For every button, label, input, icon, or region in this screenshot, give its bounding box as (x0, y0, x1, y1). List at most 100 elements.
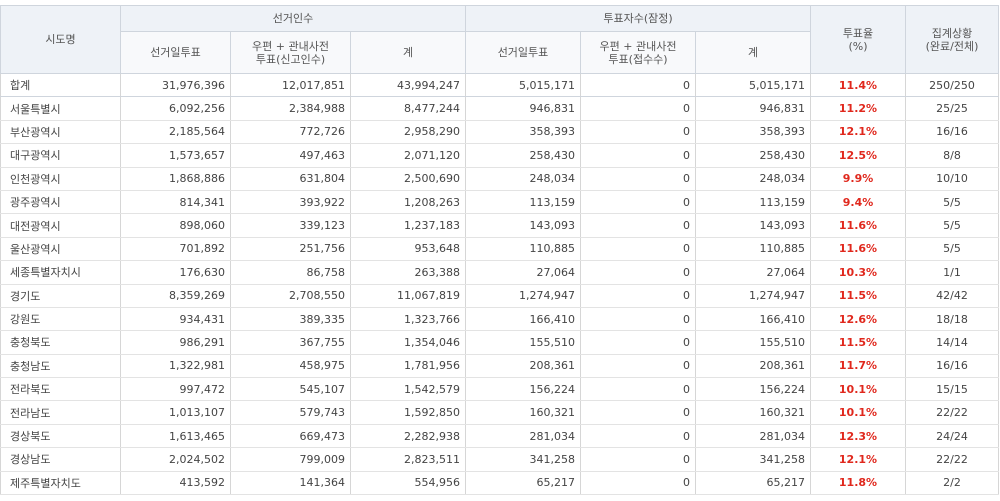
electors-day-cell: 413,592 (120, 471, 231, 496)
voters-day-cell: 208,361 (465, 354, 581, 379)
region-cell: 대구광역시 (0, 143, 121, 168)
electors-total-cell: 263,388 (350, 260, 466, 285)
voters-mail-cell: 0 (580, 284, 696, 308)
voters-mail-cell: 0 (580, 424, 696, 449)
electors-total-cell: 1,354,046 (350, 330, 466, 355)
electors-day-cell: 701,892 (120, 237, 231, 262)
electors-total-cell: 953,648 (350, 237, 466, 262)
table-row: 경기도 8,359,269 2,708,550 11,067,819 1,274,947… (0, 284, 999, 308)
header-row-sub: 선거일투표 우편 + 관내사전 투표(신고인수) 계 선거일투표 우편 + 관내사… (1, 31, 999, 74)
electors-day-cell: 2,185,564 (120, 120, 231, 145)
table-row: 세종특별자치시 176,630 86,758 263,388 27,064 0 27,064… (0, 260, 999, 285)
electors-day-cell: 2,024,502 (120, 447, 231, 472)
electors-day-cell: 898,060 (120, 213, 231, 238)
electors-total-cell: 1,208,263 (350, 190, 466, 215)
voters-day-cell: 358,393 (465, 120, 581, 145)
electors-total-cell: 1,592,850 (350, 400, 466, 425)
turnout-rate-cell: 11.5% (810, 330, 906, 355)
electors-mail-cell: 141,364 (230, 471, 351, 496)
voters-day-cell: 248,034 (465, 167, 581, 191)
table-row: 전라남도 1,013,107 579,743 1,592,850 160,321 0 160… (0, 400, 999, 425)
voters-mail-cell: 0 (580, 307, 696, 332)
voters-mail-cell: 0 (580, 96, 696, 121)
region-cell: 부산광역시 (0, 120, 121, 145)
voters-mail-cell: 0 (580, 354, 696, 379)
voters-mail-cell: 0 (580, 120, 696, 145)
voters-mail-cell: 0 (580, 143, 696, 168)
voters-total-cell: 110,885 (695, 237, 811, 262)
voters-total-cell: 27,064 (695, 260, 811, 285)
region-cell: 제주특별자치도 (0, 471, 121, 496)
electors-total-cell: 2,071,120 (350, 143, 466, 168)
electors-total-cell: 1,237,183 (350, 213, 466, 238)
table-row: 인천광역시 1,868,886 631,804 2,500,690 248,034 0 24… (0, 167, 999, 191)
electors-mail-cell: 579,743 (230, 400, 351, 425)
voters-mail-cell: 0 (580, 330, 696, 355)
voters-total-cell: 143,093 (695, 213, 811, 238)
turnout-rate-cell: 10.1% (810, 377, 906, 402)
voters-mail-cell: 0 (580, 400, 696, 425)
electors-mail-cell: 799,009 (230, 447, 351, 472)
electors-day-cell: 1,013,107 (120, 400, 231, 425)
header-voters-mail: 우편 + 관내사전 투표(접수수) (580, 31, 696, 74)
voters-day-cell: 946,831 (465, 96, 581, 121)
electors-mail-cell: 458,975 (230, 354, 351, 379)
turnout-rate-cell: 10.3% (810, 260, 906, 285)
electors-mail-cell: 631,804 (230, 167, 351, 191)
turnout-rate-cell: 12.5% (810, 143, 906, 168)
turnout-table: 시도명 선거인수 투표자수(잠정) 투표율 (%) 집계상황 (완료/전체) 선거일… (0, 5, 999, 496)
voters-day-cell: 65,217 (465, 471, 581, 496)
turnout-rate-cell: 11.7% (810, 354, 906, 379)
voters-total-cell: 65,217 (695, 471, 811, 496)
electors-mail-cell: 339,123 (230, 213, 351, 238)
table-row: 대전광역시 898,060 339,123 1,237,183 143,093 0 143,… (0, 213, 999, 238)
turnout-rate-cell: 11.6% (810, 213, 906, 238)
table-row-total: 합계 31,976,396 12,017,851 43,994,247 5,015,17… (0, 73, 999, 98)
count-status-cell: 2/2 (905, 471, 999, 496)
count-status-cell: 18/18 (905, 307, 999, 332)
electors-mail-cell: 772,726 (230, 120, 351, 145)
count-status-cell: 8/8 (905, 143, 999, 168)
count-status-cell: 16/16 (905, 354, 999, 379)
electors-mail-cell: 2,384,988 (230, 96, 351, 121)
count-status-cell: 250/250 (905, 73, 999, 98)
header-electors-mail: 우편 + 관내사전 투표(신고인수) (230, 31, 351, 74)
header-voters-total: 계 (695, 31, 811, 74)
header-electors-total: 계 (350, 31, 466, 74)
region-cell: 전라북도 (0, 377, 121, 402)
voters-day-cell: 1,274,947 (465, 284, 581, 308)
electors-day-cell: 814,341 (120, 190, 231, 215)
count-status-cell: 42/42 (905, 284, 999, 308)
table-body: 합계 31,976,396 12,017,851 43,994,247 5,015,17… (0, 73, 999, 496)
count-status-cell: 1/1 (905, 260, 999, 285)
electors-mail-cell: 393,922 (230, 190, 351, 215)
voters-total-cell: 281,034 (695, 424, 811, 449)
electors-total-cell: 8,477,244 (350, 96, 466, 121)
electors-total-cell: 2,500,690 (350, 167, 466, 191)
voters-mail-cell: 0 (580, 260, 696, 285)
table-row: 경상북도 1,613,465 669,473 2,282,938 281,034 0 281… (0, 424, 999, 449)
turnout-rate-cell: 11.2% (810, 96, 906, 121)
region-cell: 울산광역시 (0, 237, 121, 262)
voters-total-cell: 1,274,947 (695, 284, 811, 308)
voters-day-cell: 110,885 (465, 237, 581, 262)
electors-total-cell: 1,323,766 (350, 307, 466, 332)
voters-total-cell: 113,159 (695, 190, 811, 215)
header-electors-day: 선거일투표 (120, 31, 231, 74)
count-status-cell: 10/10 (905, 167, 999, 191)
table-row: 전라북도 997,472 545,107 1,542,579 156,224 0 156,2… (0, 377, 999, 402)
voters-total-cell: 946,831 (695, 96, 811, 121)
count-status-cell: 15/15 (905, 377, 999, 402)
electors-total-cell: 11,067,819 (350, 284, 466, 308)
electors-day-cell: 986,291 (120, 330, 231, 355)
header-electors-group: 선거인수 (120, 5, 466, 32)
electors-mail-cell: 86,758 (230, 260, 351, 285)
voters-mail-cell: 0 (580, 447, 696, 472)
voters-total-cell: 341,258 (695, 447, 811, 472)
region-cell: 광주광역시 (0, 190, 121, 215)
electors-mail-cell: 2,708,550 (230, 284, 351, 308)
table-row: 부산광역시 2,185,564 772,726 2,958,290 358,393 0 35… (0, 120, 999, 145)
header-voters-day: 선거일투표 (465, 31, 581, 74)
voters-total-cell: 208,361 (695, 354, 811, 379)
turnout-rate-cell: 11.4% (810, 73, 906, 98)
